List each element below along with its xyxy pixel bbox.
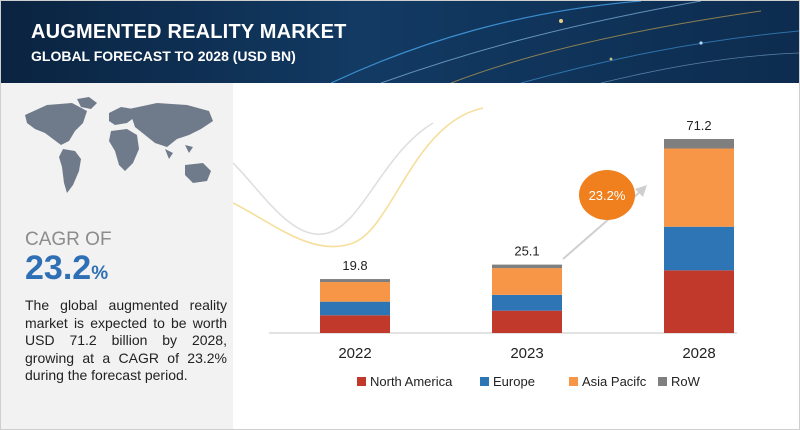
x-tick-label: 2023 — [510, 345, 543, 362]
cagr-unit: % — [91, 263, 109, 284]
header-light-streaks — [330, 1, 799, 83]
bar-segment-2023-asia-pacifc — [492, 268, 562, 295]
cagr-label: CAGR OF — [25, 229, 112, 250]
page-title: AUGMENTED REALITY MARKET — [31, 21, 347, 43]
bar-segment-2022-north-america — [320, 315, 390, 333]
header-banner: AUGMENTED REALITY MARKET GLOBAL FORECAST… — [1, 1, 799, 83]
world-map-icon — [25, 97, 213, 193]
bar-segment-2028-row — [664, 139, 734, 149]
x-tick-label: 2028 — [682, 345, 715, 362]
bar-layer: 19.8 2022 25.1 2023 71.2 2028 — [320, 118, 734, 362]
bar-segment-2023-europe — [492, 294, 562, 311]
legend-label: Europe — [493, 374, 535, 389]
bar-total-label: 71.2 — [686, 118, 711, 133]
cagr-value: 23.2% — [25, 249, 108, 288]
legend-label: Asia Pacifc — [582, 374, 647, 389]
market-description: The global augmented reality market is e… — [25, 297, 227, 383]
legend-swatch — [480, 377, 489, 386]
bar-segment-2023-row — [492, 264, 562, 269]
cagr-number: 23.2 — [25, 249, 92, 287]
bar-segment-2028-europe — [664, 226, 734, 271]
legend-label: RoW — [671, 374, 701, 389]
legend-swatch — [658, 377, 667, 386]
bar-total-label: 25.1 — [514, 244, 539, 259]
x-tick-label: 2022 — [338, 345, 371, 362]
bar-segment-2022-asia-pacifc — [320, 282, 390, 302]
legend-swatch — [569, 377, 578, 386]
summary-panel: CAGR OF 23.2% The global augmented reali… — [1, 83, 233, 429]
bar-segment-2028-north-america — [664, 270, 734, 333]
bar-segment-2022-row — [320, 279, 390, 283]
bar-total-label: 19.8 — [342, 258, 367, 273]
page-subtitle: GLOBAL FORECAST TO 2028 (USD BN) — [31, 48, 296, 64]
bar-segment-2028-asia-pacifc — [664, 148, 734, 227]
bar-segment-2022-europe — [320, 301, 390, 316]
decorative-curves — [233, 107, 484, 248]
stacked-bar-chart: 19.8 2022 25.1 2023 71.2 2028 23.2% North Ame… — [233, 107, 737, 389]
cagr-badge: 23.2% — [579, 170, 635, 220]
chart-legend: North America Europe Asia Pacifc RoW — [357, 374, 701, 389]
legend-swatch — [357, 377, 366, 386]
legend-label: North America — [370, 374, 453, 389]
cagr-badge-label: 23.2% — [589, 188, 626, 203]
bar-segment-2023-north-america — [492, 310, 562, 333]
